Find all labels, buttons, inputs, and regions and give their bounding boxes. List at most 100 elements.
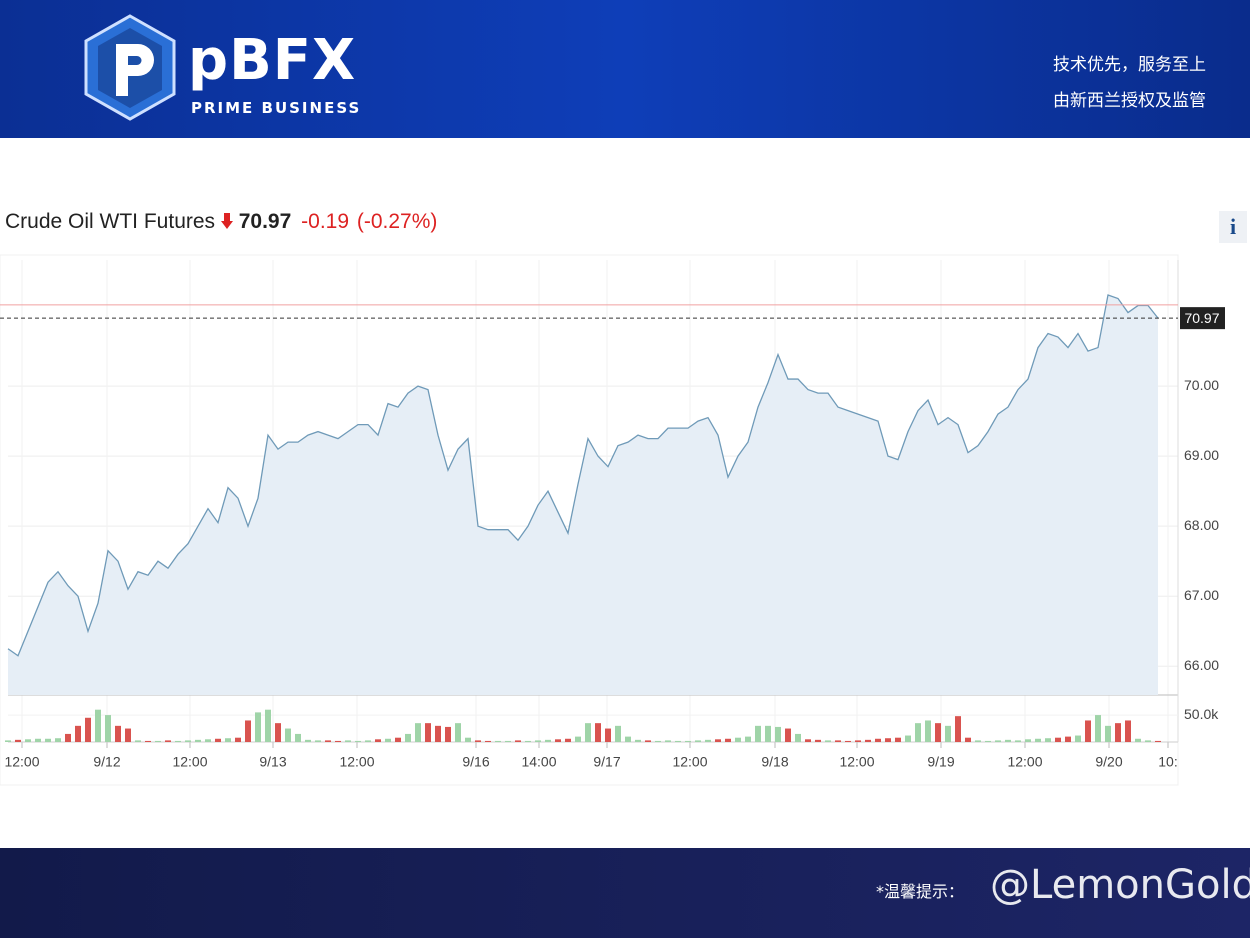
volume-bar [155,740,161,742]
x-tick-label: 12:00 [672,754,707,770]
volume-bar [575,736,581,742]
volume-bar [515,740,521,742]
last-price-tag [1180,307,1225,330]
volume-bar [1065,736,1071,742]
y-tick-label: 69.00 [1184,447,1219,463]
volume-bar [865,739,871,742]
volume-bar [905,735,911,742]
info-button[interactable]: i [1219,211,1247,243]
volume-bar [785,728,791,742]
volume-bar [935,723,941,742]
volume-bar [1045,738,1051,742]
volume-bar [205,739,211,742]
volume-bar [185,740,191,742]
y-tick-label: 67.00 [1184,587,1219,603]
volume-bar [55,738,61,742]
volume-bar [1115,723,1121,742]
volume-bar [985,740,991,742]
volume-bar [855,740,861,742]
volume-bar [505,740,511,742]
volume-bar [915,723,921,742]
volume-bar [425,723,431,742]
x-tick-label: 12:00 [1007,754,1042,770]
volume-bar [445,726,451,742]
x-tick-label: 14:00 [521,754,556,770]
volume-bar [385,738,391,742]
volume-bar [1025,739,1031,742]
volume-bar [245,720,251,742]
volume-bar [835,740,841,742]
volume-bar [875,738,881,742]
volume-bar [605,728,611,742]
volume-bar [235,737,241,742]
y-tick-label: 68.00 [1184,517,1219,533]
volume-bar [225,738,231,742]
volume-bar [495,740,501,742]
volume-bar [125,728,131,742]
volume-bar [295,733,301,742]
volume-bar [275,723,281,742]
x-tick-label: 10: [1158,754,1177,770]
volume-bar [695,740,701,742]
volume-bar [485,740,491,742]
volume-bar [435,725,441,742]
volume-bar [735,737,741,742]
slogan: 技术优先，服务至上 [1053,55,1206,75]
volume-bar [1055,737,1061,742]
volume-bar [715,739,721,742]
volume-bar [115,725,121,742]
x-tick-label: 9/18 [761,754,788,770]
volume-bar [1125,720,1131,742]
y-tick-label: 70.00 [1184,377,1219,393]
volume-bar [765,725,771,742]
volume-bar [175,740,181,742]
volume-bar [405,733,411,742]
x-tick-label: 12:00 [339,754,374,770]
volume-bar [355,740,361,742]
volume-bar [995,740,1001,742]
volume-bar [965,737,971,742]
chart-title: Crude Oil WTI Futures [5,210,216,233]
last-price: 70.97 [238,210,292,233]
volume-bar [105,715,111,742]
volume-bar [1075,735,1081,742]
x-tick-label: 12:00 [4,754,39,770]
volume-bar [195,739,201,742]
volume-bar [1015,740,1021,742]
volume-bar [655,740,661,742]
volume-bar [625,736,631,742]
volume-bar [1095,715,1101,742]
volume-bar [5,740,11,742]
volume-bar [745,736,751,742]
volume-bar [1085,720,1091,742]
volume-bar [805,739,811,742]
volume-bar [555,739,561,742]
volume-bar [645,740,651,742]
volume-bar [545,739,551,742]
footer-banner: *温馨提示： @LemonGold [0,848,1250,938]
volume-bar [685,740,691,742]
volume-bar [465,737,471,742]
volume-bar [1105,725,1111,742]
volume-bar [675,740,681,742]
volume-bar [1145,740,1151,742]
x-tick-label: 9/13 [259,754,286,770]
volume-bar [635,739,641,742]
volume-bar [95,709,101,742]
volume-bar [955,716,961,742]
price-change-pct: (-0.27%) [356,210,438,233]
volume-bar [945,725,951,742]
volume-bar [215,738,221,742]
volume-bar [45,738,51,742]
volume-bar [975,740,981,742]
x-tick-label: 9/19 [927,754,954,770]
slogan: 由新西兰授权及监管 [1053,91,1206,111]
volume-bar [845,740,851,742]
logo-text: pBFX [188,28,357,93]
volume-bar [135,740,141,742]
volume-bar [585,723,591,742]
chart-title-row: Crude Oil WTI Futures 70.97 -0.19 (-0.27… [5,210,437,234]
volume-bar [15,739,21,742]
volume-bar [895,737,901,742]
